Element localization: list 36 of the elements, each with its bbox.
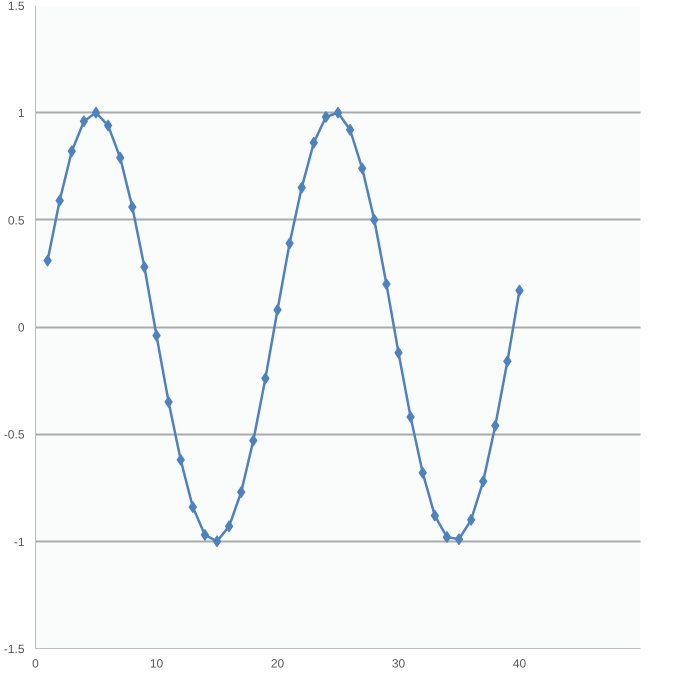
point xyxy=(442,531,452,544)
point xyxy=(152,330,161,342)
x-tick-label: 10 xyxy=(150,656,164,670)
point xyxy=(164,396,173,408)
point xyxy=(406,411,415,424)
point xyxy=(285,237,294,250)
point xyxy=(466,514,476,526)
point xyxy=(503,355,512,368)
point xyxy=(140,260,149,273)
x-tick-label: 30 xyxy=(392,656,406,670)
y-tick-label: 1.5 xyxy=(8,0,25,13)
x-tick-label: 40 xyxy=(512,656,526,670)
point xyxy=(454,533,464,546)
point xyxy=(80,115,88,128)
point xyxy=(334,106,342,119)
point xyxy=(200,528,210,541)
y-tick-label: -1 xyxy=(14,534,25,549)
point xyxy=(394,346,403,359)
y-tick-label: -0.5 xyxy=(4,428,25,442)
x-tick-label: 20 xyxy=(270,656,284,670)
y-tick-label: 0 xyxy=(18,320,25,334)
y-tick-label: 0.5 xyxy=(8,213,25,228)
point xyxy=(212,535,222,548)
point xyxy=(515,284,524,297)
point xyxy=(261,372,270,384)
point xyxy=(322,110,330,123)
y-tick-label: -1.5 xyxy=(4,642,25,656)
point xyxy=(104,120,112,132)
y-tick-label: 1 xyxy=(18,106,25,120)
point xyxy=(43,254,52,267)
point xyxy=(92,106,100,119)
x-tick-label: 0 xyxy=(32,656,40,670)
point xyxy=(273,304,282,316)
point xyxy=(346,124,354,136)
point xyxy=(382,278,391,290)
point xyxy=(224,520,234,532)
